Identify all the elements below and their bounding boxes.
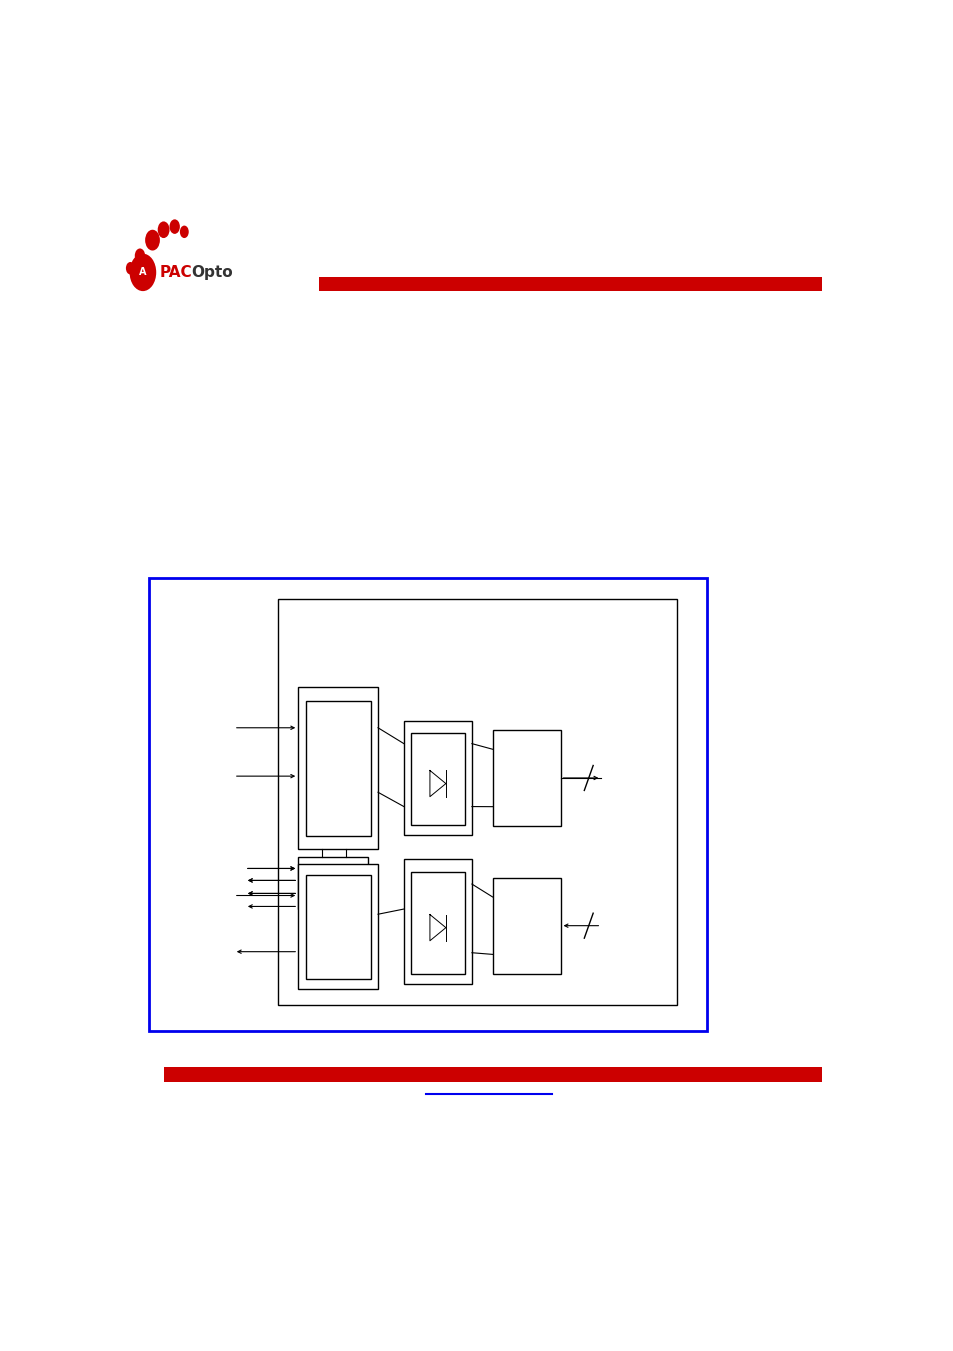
Bar xyxy=(305,701,370,836)
Circle shape xyxy=(180,226,189,238)
Circle shape xyxy=(170,219,180,234)
Bar xyxy=(403,859,472,984)
Text: Opto: Opto xyxy=(192,265,233,280)
Bar xyxy=(298,857,368,909)
Circle shape xyxy=(130,254,156,290)
Text: A: A xyxy=(139,267,147,277)
Bar xyxy=(318,277,821,290)
Bar xyxy=(278,598,677,1005)
Bar xyxy=(411,871,464,974)
Bar xyxy=(492,878,560,974)
Circle shape xyxy=(145,230,160,250)
Bar xyxy=(149,578,706,1031)
Bar xyxy=(411,734,464,824)
Bar xyxy=(164,1067,821,1082)
Bar xyxy=(403,720,472,835)
Bar xyxy=(305,874,370,978)
Bar xyxy=(492,730,560,825)
Circle shape xyxy=(134,249,145,263)
Circle shape xyxy=(157,222,170,238)
Text: PAC: PAC xyxy=(160,265,193,280)
Bar xyxy=(298,688,377,848)
Bar xyxy=(298,865,377,989)
Circle shape xyxy=(126,262,134,274)
